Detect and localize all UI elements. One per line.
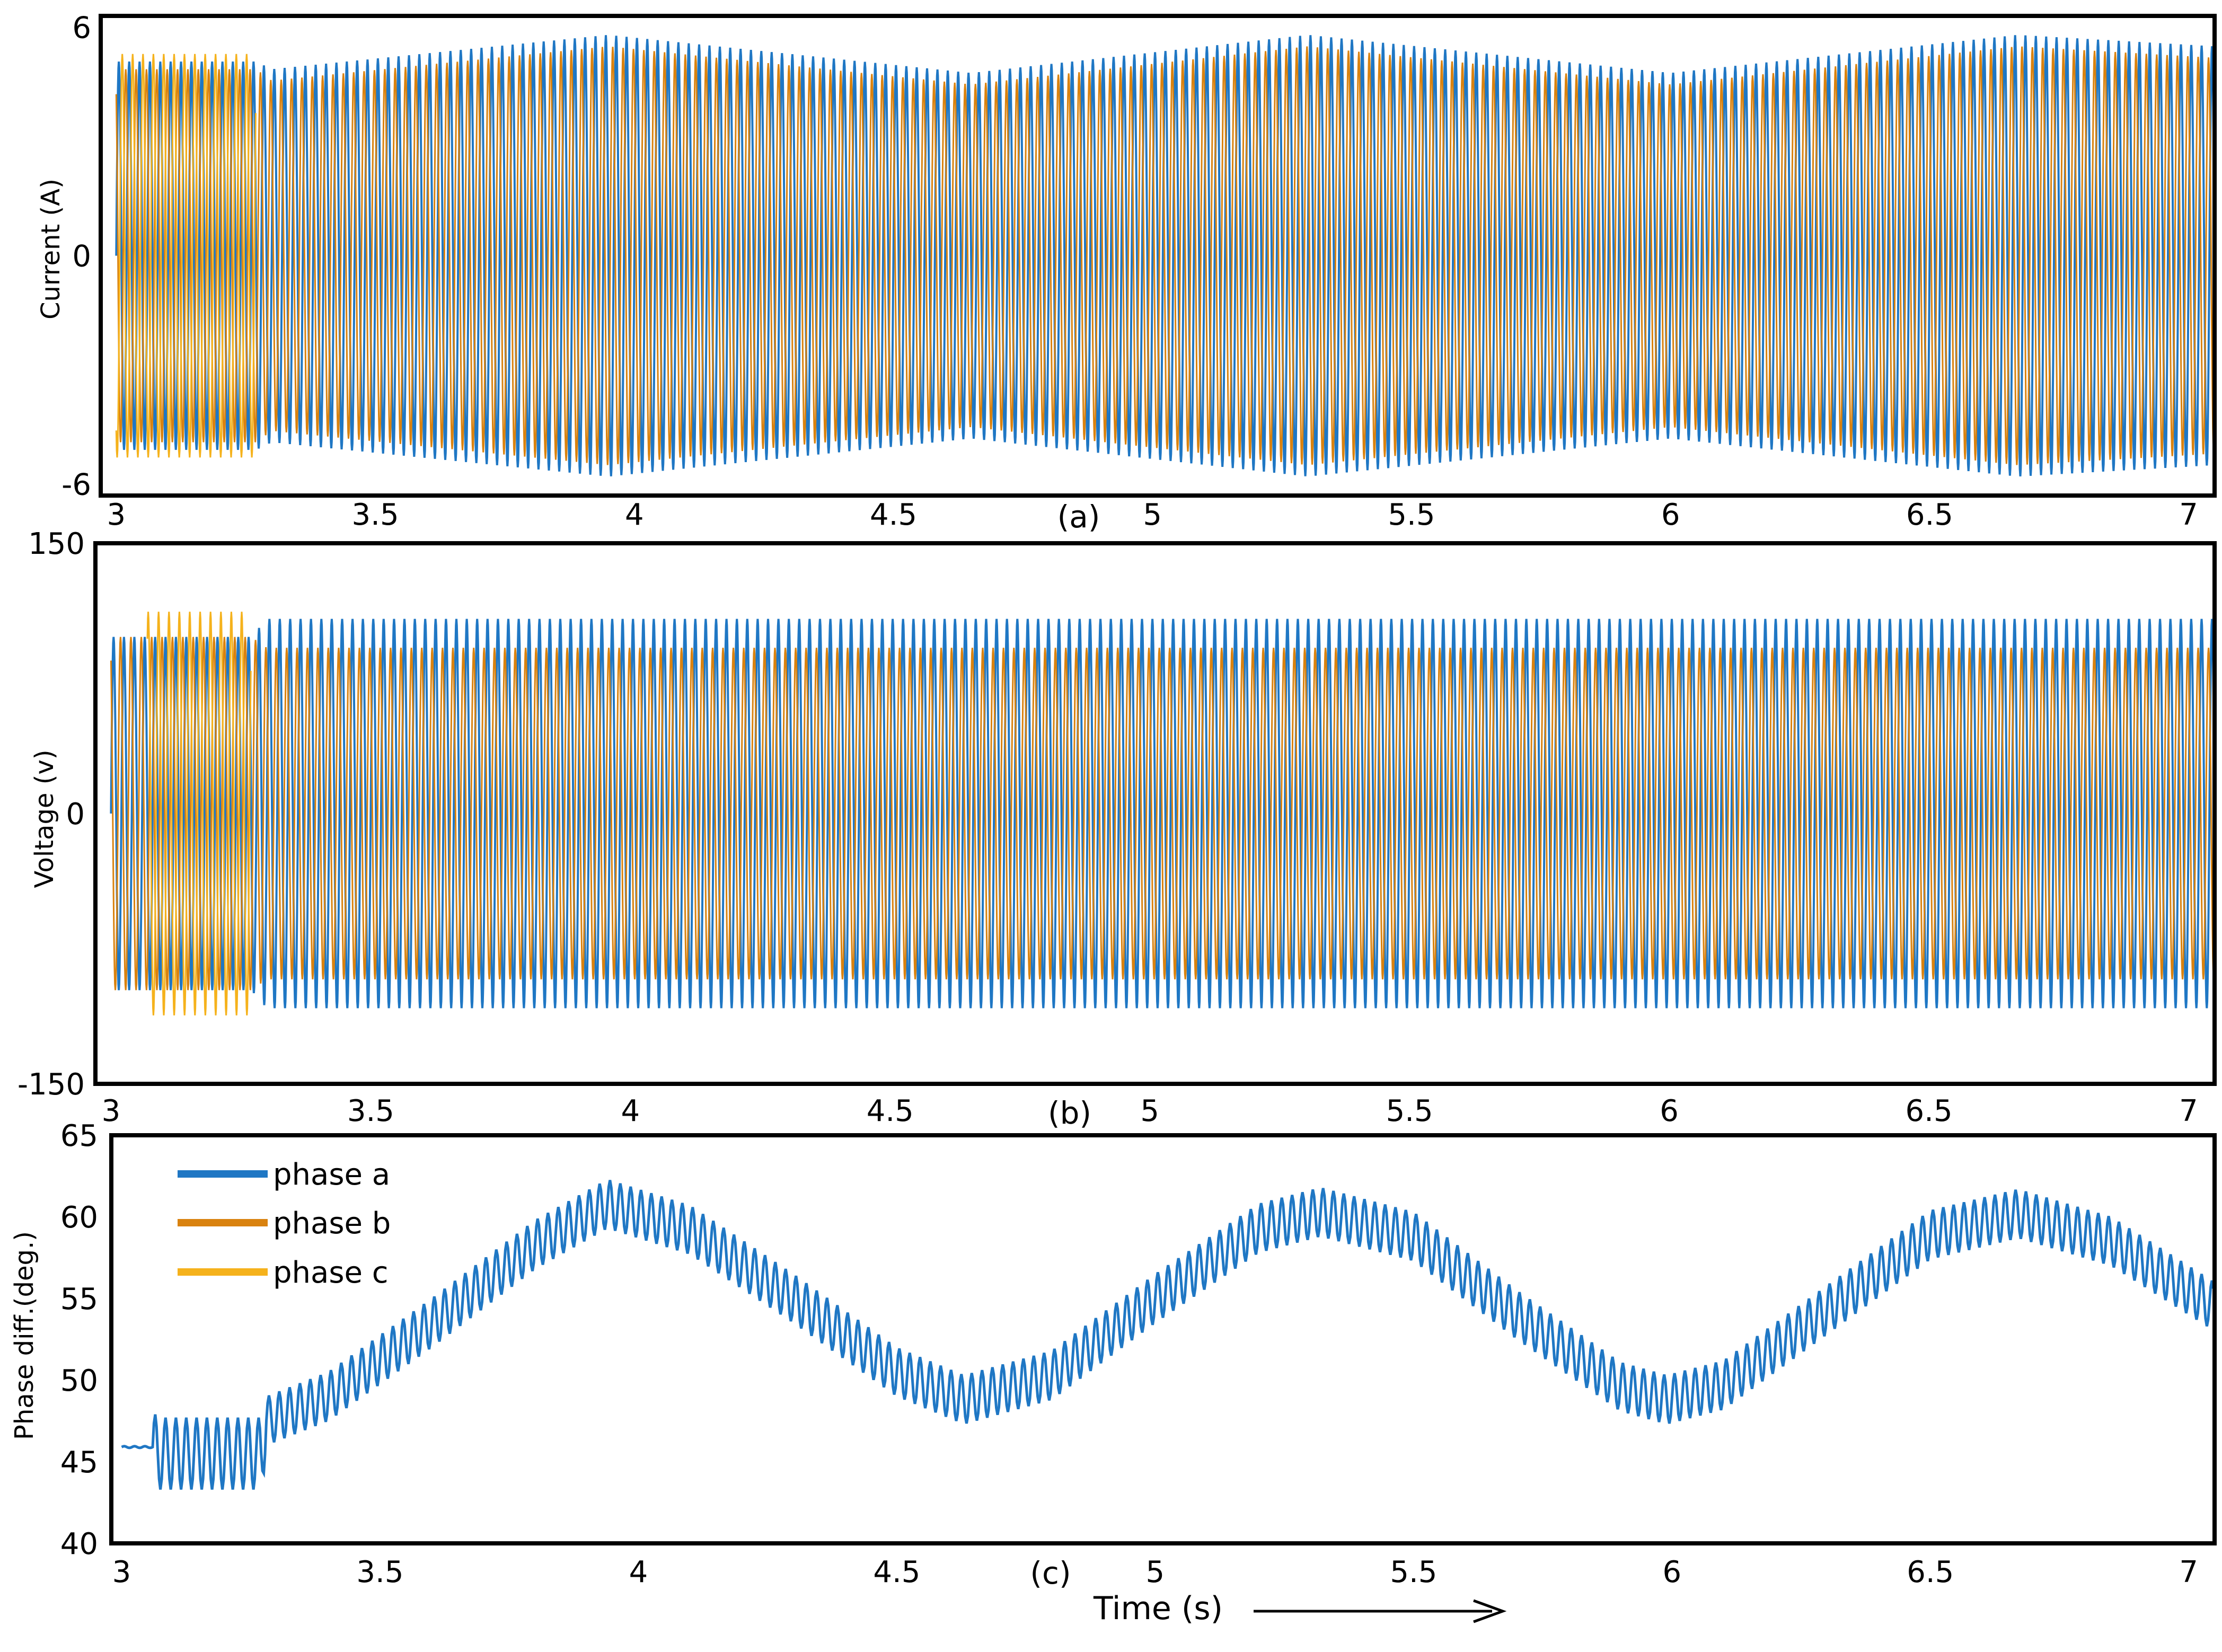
x-tick-label: 3.5	[347, 1094, 394, 1128]
voltage-y-axis-label: Voltage (v)	[30, 749, 59, 888]
series-phase-c	[146, 612, 252, 1015]
legend-label-phase-a: phase a	[273, 1158, 390, 1192]
x-tick-label: 7	[2179, 498, 2198, 532]
x-tick-label: 4	[629, 1555, 648, 1589]
x-tick-label: 3	[107, 498, 126, 532]
x-tick-label: 5.5	[1386, 1094, 1433, 1128]
x-tick-label: 4	[625, 498, 644, 532]
x-tick-label: 3	[112, 1555, 131, 1589]
x-tick-label: 4.5	[870, 498, 917, 532]
series-phase-a	[115, 35, 2215, 476]
x-tick-label: 7	[2179, 1555, 2198, 1589]
series-phase-c	[115, 54, 257, 458]
y-tick-label: -150	[17, 1067, 85, 1102]
y-tick-label: 40	[60, 1527, 98, 1561]
x-tick-label: 6	[1661, 498, 1680, 532]
x-tick-label: 6	[1660, 1094, 1679, 1128]
y-tick-label: 55	[60, 1282, 98, 1317]
time-x-axis-label: Time (s)	[1093, 1590, 1223, 1627]
panel-a-label: (a)	[1057, 499, 1100, 535]
x-tick-label: 4.5	[867, 1094, 914, 1128]
x-tick-label: 7	[2179, 1094, 2198, 1128]
phase-diff-y-axis-label: Phase diff.(deg.)	[10, 1231, 39, 1440]
x-tick-label: 6.5	[1906, 498, 1953, 532]
legend-label-phase-c: phase c	[273, 1256, 389, 1290]
phase-diff-panel: 40 45 50 55 60 65 3 3.5 4 4.5 5 5.5 6 6.5 7 Phase dif…	[10, 1119, 2217, 1627]
x-tick-label: 5	[1146, 1555, 1165, 1589]
series-phase-a	[121, 1180, 2215, 1490]
voltage-panel: -150 0 150 3 3.5 4 4.5 5 5.5 6 6.5 7 Voltage (v) (…	[17, 527, 2217, 1131]
x-tick-label: 6	[1662, 1555, 1681, 1589]
x-tick-label: 5	[1143, 498, 1162, 532]
panel-c-label: (c)	[1030, 1555, 1071, 1591]
x-tick-label: 5.5	[1388, 498, 1435, 532]
y-tick-label: 0	[66, 797, 85, 832]
y-tick-label: 50	[60, 1364, 98, 1398]
current-panel: -6 0 6 3 3.5 4 4.5 5 5.5 6 6.5 7 Current (A) (a)	[36, 11, 2217, 535]
y-tick-label: 65	[60, 1119, 98, 1153]
time-arrow-icon	[1254, 1599, 1507, 1623]
y-tick-label: 6	[72, 11, 91, 46]
panel-b-label: (b)	[1048, 1095, 1091, 1131]
x-tick-label: 3.5	[356, 1555, 403, 1589]
series-phase-a	[110, 619, 2215, 1009]
y-tick-label: 45	[60, 1445, 98, 1480]
y-tick-label: 60	[60, 1200, 98, 1235]
x-tick-label: 6.5	[1906, 1094, 1953, 1128]
y-tick-label: -6	[61, 467, 91, 502]
legend: phase a phase b phase c	[178, 1158, 391, 1290]
x-tick-label: 4	[621, 1094, 640, 1128]
x-tick-label: 4.5	[873, 1555, 920, 1589]
x-tick-label: 5	[1140, 1094, 1159, 1128]
x-tick-label: 6.5	[1907, 1555, 1954, 1589]
x-tick-label: 5.5	[1390, 1555, 1437, 1589]
current-y-axis-label: Current (A)	[36, 179, 66, 320]
x-tick-label: 3.5	[352, 498, 399, 532]
y-tick-label: 0	[72, 240, 91, 274]
y-tick-label: 150	[28, 527, 85, 561]
x-tick-label: 3	[102, 1094, 121, 1128]
series-phase-b	[115, 46, 2215, 465]
legend-label-phase-b: phase b	[273, 1206, 391, 1241]
series-phase-b	[110, 637, 2215, 991]
